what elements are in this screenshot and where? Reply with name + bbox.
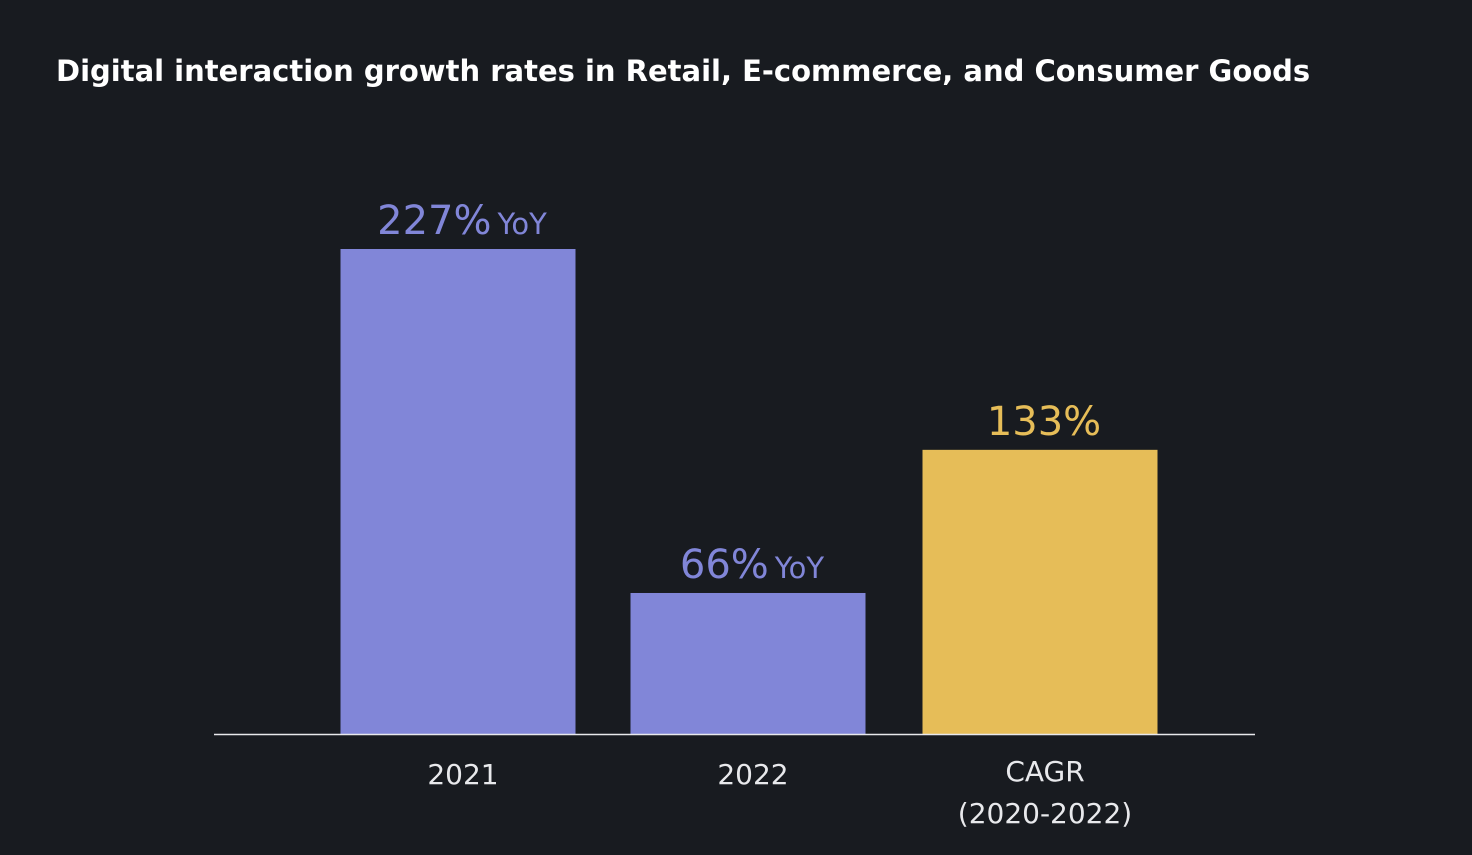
- bar-value-label-2: 133%: [987, 399, 1101, 445]
- category-label-2: CAGR (2020-2022): [958, 755, 1132, 830]
- bar-value-label-0: 227% YoY: [377, 198, 547, 244]
- bar-value-label-1: 66% YoY: [680, 542, 825, 588]
- bar-2: [922, 449, 1158, 734]
- category-label-0: 2021: [427, 758, 498, 791]
- bar-0: [340, 249, 576, 734]
- bar-1: [630, 592, 866, 734]
- chart-title: Digital interaction growth rates in Reta…: [56, 54, 1311, 88]
- category-label-1: 2022: [717, 758, 788, 791]
